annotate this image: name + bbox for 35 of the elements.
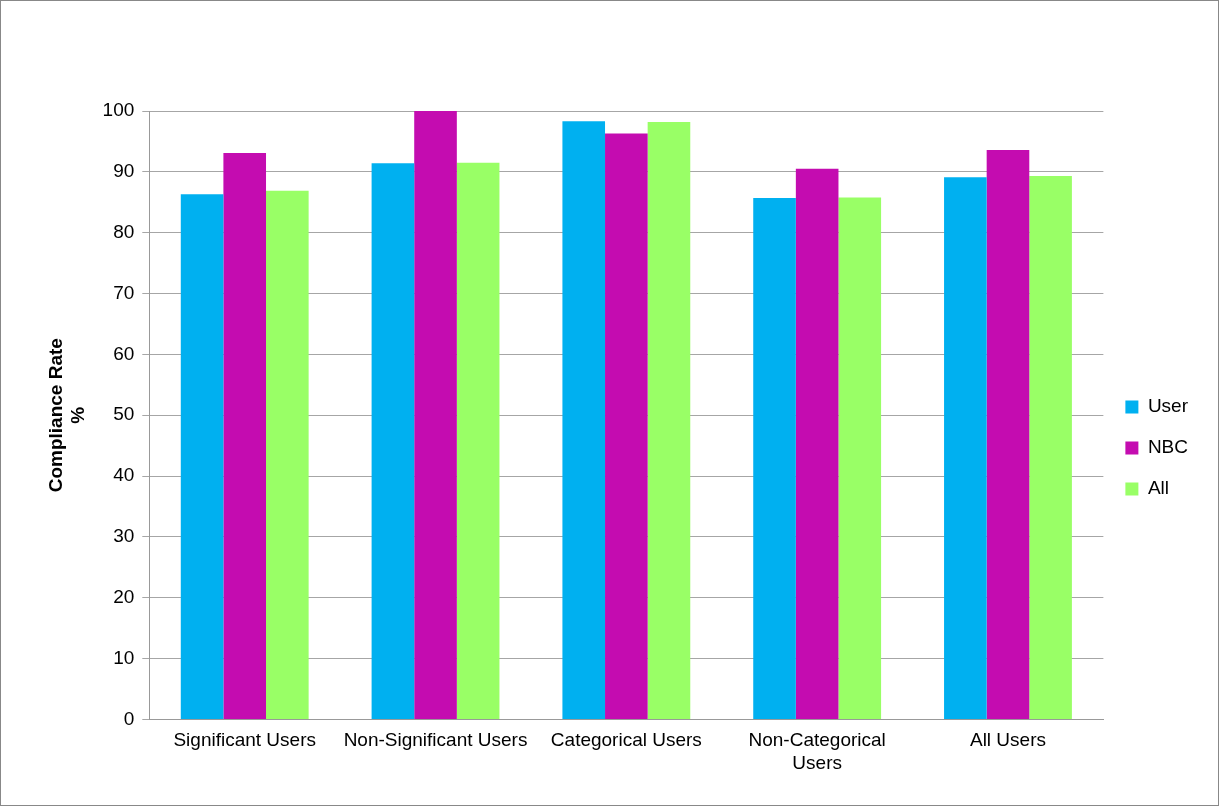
bar (562, 121, 606, 719)
bar (944, 177, 987, 719)
y-tick-label: 40 (113, 464, 135, 486)
bar (838, 197, 882, 719)
y-tick-label: 10 (113, 646, 135, 668)
legend-label: All (1147, 477, 1170, 499)
legend-label: NBC (1147, 436, 1189, 458)
x-tick-label: Non-Significant Users (343, 729, 528, 751)
bar (605, 133, 648, 719)
bar (371, 163, 415, 719)
x-tick-label: Significant Users (173, 729, 316, 751)
y-tick-label: 30 (113, 525, 135, 547)
y-tick-label: 90 (113, 160, 135, 182)
bar (753, 198, 796, 719)
y-tick-label: 0 (123, 707, 135, 729)
y-tick-label: 20 (113, 585, 135, 607)
bar (795, 168, 839, 719)
bar (1029, 176, 1072, 719)
y-tick-label: 80 (113, 220, 135, 242)
y-axis-title: Compliance Rate % (44, 338, 89, 493)
y-tick-label: 60 (113, 342, 135, 364)
bar (986, 149, 1030, 719)
y-tick-label: 100 (102, 99, 135, 121)
bar (456, 162, 500, 719)
y-tick-label: 70 (113, 281, 135, 303)
x-tick-label: Categorical Users (550, 729, 702, 751)
legend-label: User (1147, 395, 1189, 417)
bar (266, 190, 309, 719)
bar (414, 111, 457, 719)
bar (647, 121, 691, 719)
x-tick-label: Non-Categorical Users (748, 729, 886, 773)
x-tick-label: All Users (969, 729, 1046, 751)
y-tick-label: 50 (113, 403, 135, 425)
bar (180, 194, 224, 719)
bar (223, 152, 267, 719)
